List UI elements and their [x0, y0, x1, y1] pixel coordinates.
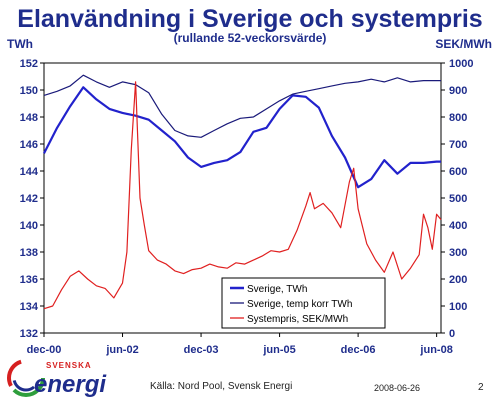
- legend-box: [221, 277, 386, 329]
- footer-source: Källa: Nord Pool, Svensk Energi: [150, 381, 293, 392]
- axes-layer: 132 134 136 138 140 142 144 146 148 150 152 0 100 200…: [20, 58, 474, 356]
- y-left-tick-label: 146: [20, 139, 38, 151]
- y-left-tick-label: 140: [20, 220, 38, 232]
- legend-label-temp-korr: Sverige, temp korr TWh: [247, 299, 352, 310]
- y-right-tick-label: 500: [449, 193, 467, 205]
- page-number: 2: [478, 382, 484, 393]
- legend-label-sverige-twh: Sverige, TWh: [247, 284, 307, 295]
- chart-title: Elanvändning i Sverige och systempris: [17, 5, 483, 33]
- logo-ring-green: [7, 359, 45, 397]
- y-left-tick-label: 134: [20, 301, 39, 313]
- y-left-tick-label: 148: [20, 112, 38, 124]
- svensk-energi-logo: SVENSKA energi: [7, 359, 107, 398]
- series-line-sverige-twh: [43, 86, 441, 189]
- y-left-tick-label: 152: [20, 58, 38, 70]
- logo-ring-red: [7, 359, 45, 397]
- y-right-tick-label: 0: [449, 328, 455, 340]
- y-right-tick-label: 900: [449, 85, 467, 97]
- chart-subtitle: (rullande 52-veckorsvärde): [173, 31, 327, 45]
- y-right-tick-label: 400: [449, 220, 467, 232]
- right-axis-unit: SEK/MWh: [435, 37, 492, 51]
- x-tick-label: jun-08: [419, 344, 452, 356]
- y-left-tick-label: 138: [20, 247, 38, 259]
- y-right-tick-label: 700: [449, 139, 467, 151]
- legend-label-systempris: Systempris, SEK/MWh: [247, 314, 348, 325]
- logo-ring-blue: [12, 364, 40, 392]
- x-tick-label: dec-03: [184, 344, 219, 356]
- logo-top-text: SVENSKA: [46, 361, 92, 370]
- series-line-temp-korr: [43, 74, 441, 138]
- y-right-tick-label: 300: [449, 247, 467, 259]
- y-left-tick-label: 144: [20, 166, 39, 178]
- left-axis-unit: TWh: [7, 37, 33, 51]
- legend: Sverige, TWh Sverige, temp korr TWh Syst…: [221, 277, 386, 329]
- x-tick-label: jun-02: [105, 344, 138, 356]
- y-right-tick-label: 1000: [449, 58, 473, 70]
- series-line-systempris: [43, 81, 442, 310]
- x-tick-label: dec-00: [27, 344, 62, 356]
- y-right-tick-label: 200: [449, 274, 467, 286]
- y-right-tick-label: 100: [449, 301, 467, 313]
- y-left-tick-label: 136: [20, 274, 38, 286]
- y-left-tick-label: 142: [20, 193, 38, 205]
- footer-date: 2008-06-26: [374, 383, 421, 393]
- y-left-tick-label: 132: [20, 328, 38, 340]
- y-right-tick-label: 600: [449, 166, 467, 178]
- y-left-tick-label: 150: [20, 85, 38, 97]
- logo-bottom-text: energi: [34, 371, 107, 398]
- x-tick-label: dec-06: [341, 344, 376, 356]
- series-layer: [43, 74, 442, 310]
- y-right-tick-label: 800: [449, 112, 467, 124]
- x-tick-label: jun-05: [262, 344, 295, 356]
